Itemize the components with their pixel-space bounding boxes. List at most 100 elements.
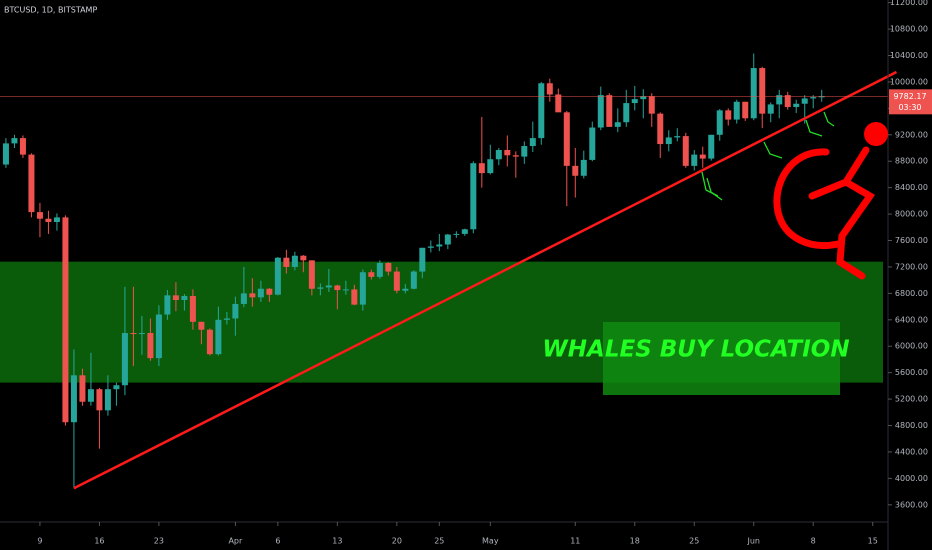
- candle-body: [274, 257, 281, 295]
- y-tick-label: 3600.00: [895, 500, 928, 509]
- candle-body: [487, 159, 494, 174]
- candle-body: [189, 296, 196, 322]
- candle-body: [597, 95, 604, 128]
- candle-body: [648, 96, 655, 114]
- candle-body: [215, 319, 222, 355]
- x-tick-label: 8: [811, 537, 816, 546]
- x-tick-label: Jun: [746, 537, 760, 546]
- candle-body: [121, 333, 128, 386]
- candle-body: [776, 95, 783, 105]
- y-tick-label: 4800.00: [895, 421, 928, 430]
- candle-body: [359, 272, 366, 305]
- candle-body: [614, 122, 621, 127]
- y-tick-label: 5200.00: [895, 395, 928, 404]
- candle-body: [104, 389, 111, 411]
- x-tick-label: 16: [94, 537, 104, 546]
- wheelchair-icon: [773, 122, 888, 280]
- candle-body: [470, 163, 477, 230]
- candle-body: [96, 389, 103, 411]
- y-tick-label: 10400.00: [890, 51, 928, 60]
- candle-body: [529, 138, 536, 147]
- x-tick-label: 20: [392, 537, 402, 546]
- candle-body: [342, 289, 349, 291]
- x-tick-label: 9: [37, 537, 42, 546]
- candle-body: [317, 287, 324, 289]
- candle-body: [657, 113, 664, 145]
- symbol-title: BTCUSD, 1D, BITSTAMP: [4, 6, 97, 15]
- candle-body: [665, 137, 672, 145]
- candle-body: [810, 97, 817, 99]
- candle-body: [113, 385, 120, 390]
- candle-body: [784, 95, 791, 108]
- candle-body: [232, 303, 239, 319]
- candle-body: [742, 101, 749, 119]
- candle-body: [300, 255, 307, 261]
- candle-body: [308, 260, 315, 289]
- candle-body: [699, 154, 706, 159]
- candle-body: [36, 212, 43, 219]
- candle-body: [478, 163, 485, 174]
- candle-body: [716, 110, 723, 135]
- candle-body: [240, 293, 247, 304]
- candle-body: [691, 154, 698, 166]
- y-tick-label: 6400.00: [895, 315, 928, 324]
- candle-body: [750, 68, 757, 119]
- candle-body: [249, 293, 256, 298]
- y-tick-label: 8000.00: [895, 210, 928, 219]
- candle-body: [45, 218, 52, 223]
- candle-body: [19, 138, 26, 155]
- candle-body: [138, 333, 145, 335]
- y-tick-label: 8800.00: [895, 157, 928, 166]
- last-price-label: 9782.17: [893, 92, 926, 101]
- candle-body: [759, 68, 766, 114]
- candle-body: [580, 159, 587, 176]
- y-tick-label: 4400.00: [895, 447, 928, 456]
- x-tick-label: 11: [570, 537, 580, 546]
- y-tick-label: 9200.00: [895, 130, 928, 139]
- green-marks: [701, 111, 835, 201]
- candle-body: [555, 94, 562, 113]
- candle-body: [147, 333, 154, 359]
- candle-body: [368, 272, 375, 277]
- candle-body: [504, 149, 511, 156]
- candle-body: [495, 149, 502, 160]
- candle-body: [640, 96, 647, 100]
- last-price-box: [889, 89, 932, 115]
- x-tick-label: 25: [434, 537, 444, 546]
- candle-body: [266, 288, 273, 295]
- candle-body: [70, 375, 77, 423]
- candle-body: [410, 271, 417, 289]
- candle-body: [385, 262, 392, 272]
- candle-body: [393, 271, 400, 291]
- x-tick-label: 15: [868, 537, 878, 546]
- label-box: [603, 322, 840, 395]
- y-tick-label: 11200.00: [890, 0, 928, 7]
- candle-body: [206, 329, 213, 355]
- candle-body: [733, 101, 740, 120]
- candle-body: [419, 247, 426, 272]
- candle-body: [376, 262, 383, 277]
- y-tick-label: 10000.00: [890, 77, 928, 86]
- candle-body: [402, 288, 409, 291]
- y-tick-label: 6000.00: [895, 342, 928, 351]
- y-tick-label: 5600.00: [895, 368, 928, 377]
- trendline: [73, 70, 898, 490]
- candle-body: [521, 146, 528, 157]
- x-tick-label: 23: [154, 537, 164, 546]
- y-tick-label: 10800.00: [890, 25, 928, 34]
- candle-body: [351, 289, 358, 305]
- candle-body: [334, 285, 341, 291]
- candle-body: [572, 165, 579, 176]
- candle-body: [801, 98, 808, 104]
- candle-body: [538, 83, 545, 139]
- candle-body: [53, 217, 60, 223]
- candle-body: [546, 83, 553, 95]
- candle-body: [28, 154, 35, 213]
- x-tick-label: 25: [689, 537, 699, 546]
- candle-body: [725, 110, 732, 120]
- candle-body: [708, 134, 715, 159]
- x-tick-label: Apr: [228, 537, 243, 546]
- candle-body: [461, 229, 468, 234]
- candle-body: [444, 234, 451, 245]
- x-tick-label: 6: [275, 537, 280, 546]
